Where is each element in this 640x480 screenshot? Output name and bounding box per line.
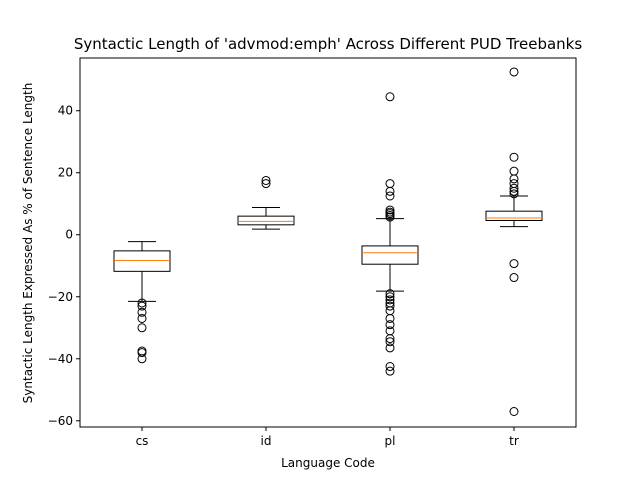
outlier-point [137,307,147,317]
outlier-point [261,175,271,185]
outlier-point [385,337,395,347]
outlier-point [385,320,395,330]
outlier-point [385,326,395,336]
iqr-box [237,215,295,226]
x-tick-label: id [261,434,272,448]
iqr-box [113,250,171,272]
outlier-point [385,92,395,102]
y-tick-label: −60 [48,414,73,428]
outlier-point [137,301,147,311]
outlier-point [385,362,395,372]
outlier-point [385,306,395,316]
outlier-point [509,179,519,189]
outlier-point [385,179,395,189]
y-tick-label: −20 [48,290,73,304]
outlier-point [509,67,519,77]
y-tick-label: 20 [58,166,73,180]
box-id [237,175,295,230]
outlier-point [509,259,519,269]
outlier-point [137,323,147,333]
outlier-point [385,366,395,376]
x-axis-label: Language Code [281,456,375,470]
x-tick-label: tr [509,434,519,448]
iqr-box [485,210,543,221]
outlier-point [385,295,395,305]
outlier-point [137,348,147,358]
outlier-point [137,313,147,323]
outlier-point [385,289,395,299]
box-cs [113,241,171,364]
plot-area: −60 −40 −20 0 20 40 cs id pl tr [48,57,577,448]
box-tr [485,67,543,416]
outlier-point [509,166,519,176]
outlier-point [385,313,395,323]
outlier-point [385,301,395,311]
outlier-point [385,212,395,222]
outlier-point [385,205,395,215]
outlier-point [509,189,519,199]
x-tick-label: cs [136,434,149,448]
outlier-point [509,174,519,184]
outlier-point [385,186,395,196]
chart-title: Syntactic Length of 'advmod:emph' Across… [74,35,583,53]
outlier-point [137,298,147,308]
outlier-point [385,191,395,201]
outlier-point [137,354,147,364]
y-tick-label: 40 [58,104,73,118]
outlier-point [385,292,395,302]
x-tick-label: pl [385,434,396,448]
plot-frame [79,57,577,428]
outlier-point [509,273,519,283]
outlier-point [509,183,519,193]
outlier-point [385,343,395,353]
y-tick-label: −40 [48,352,73,366]
y-tick-label: 0 [65,228,73,242]
iqr-box [361,245,419,265]
outlier-point [509,186,519,196]
outlier-point [385,334,395,344]
outlier-point [261,179,271,189]
y-axis-label: Syntactic Length Expressed As % of Sente… [21,83,35,404]
outlier-point [509,406,519,416]
outlier-point [509,152,519,162]
box-pl [361,92,419,376]
